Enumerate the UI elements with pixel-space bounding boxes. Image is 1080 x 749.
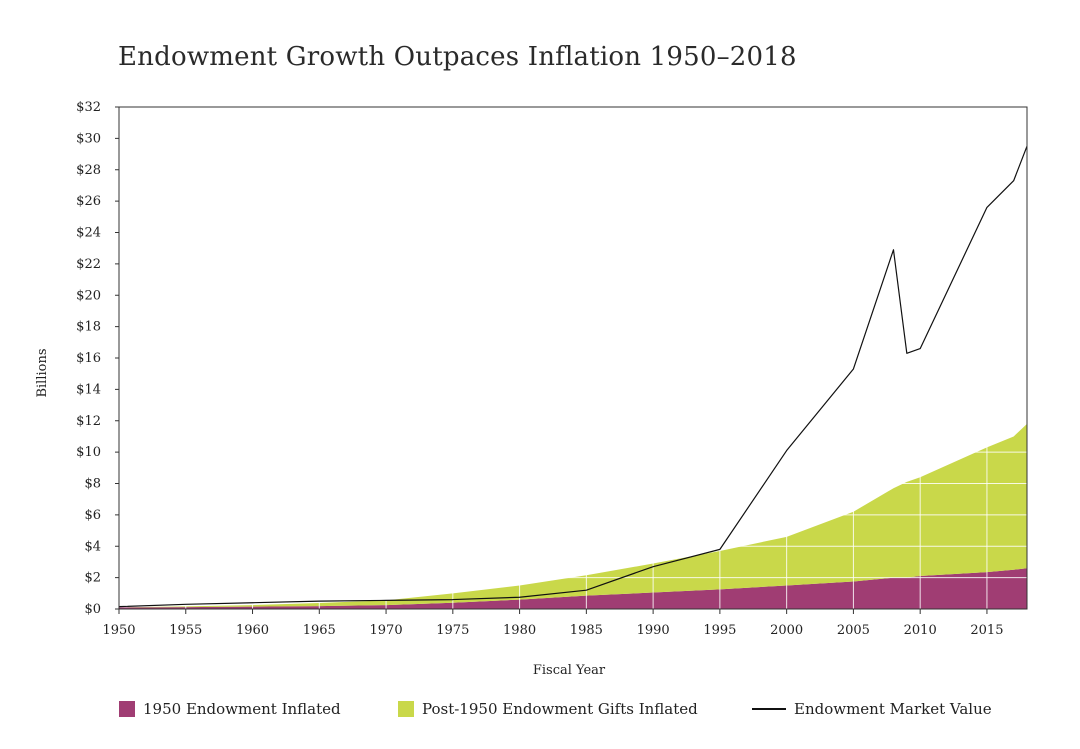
y-tick-label: $20 xyxy=(76,288,101,303)
x-tick-label: 1985 xyxy=(570,623,603,638)
grid xyxy=(119,106,1027,609)
x-tick-label: 1990 xyxy=(637,623,670,638)
x-tick-label: 1955 xyxy=(169,623,202,638)
y-tick-label: $22 xyxy=(76,257,101,272)
axes: $0 $2 $4 $6 $8 $10 $12 $14 $16 $18 $20 $22 $24 $26 $28… xyxy=(76,100,1028,638)
x-axis-label: Fiscal Year xyxy=(533,663,606,678)
legend-label: 1950 Endowment Inflated xyxy=(143,700,341,718)
x-tick-label: 1980 xyxy=(503,623,536,638)
y-tick-label: $6 xyxy=(84,508,101,523)
y-tick-label: $32 xyxy=(76,100,101,115)
legend-swatch-post-1950-gifts xyxy=(398,701,414,717)
area-series-1 xyxy=(119,423,1027,608)
y-tick-label: $16 xyxy=(76,351,101,366)
x-tick-label: 2015 xyxy=(970,623,1003,638)
y-tick-label: $0 xyxy=(84,602,101,617)
x-tick-label: 1960 xyxy=(236,623,269,638)
x-tick-label: 2005 xyxy=(837,623,870,638)
y-tick-label: $14 xyxy=(76,382,101,397)
y-tick-label: $10 xyxy=(76,445,101,460)
legend: 1950 Endowment Inflated Post-1950 Endowm… xyxy=(0,700,1080,724)
x-tick-label: 1950 xyxy=(102,623,135,638)
legend-label: Post-1950 Endowment Gifts Inflated xyxy=(422,700,698,718)
y-tick-label: $28 xyxy=(76,163,101,178)
y-tick-label: $8 xyxy=(84,477,101,492)
x-tick-label: 1965 xyxy=(303,623,336,638)
y-axis-label: Billions xyxy=(35,348,50,397)
legend-label: Endowment Market Value xyxy=(794,700,992,718)
legend-item-post-1950-gifts: Post-1950 Endowment Gifts Inflated xyxy=(398,700,698,718)
area-series-group xyxy=(119,423,1027,609)
line-series-market-value xyxy=(118,146,1028,608)
x-tick-label: 1995 xyxy=(703,623,736,638)
y-tick-label: $12 xyxy=(76,414,101,429)
y-tick-label: $4 xyxy=(84,539,101,554)
line-series-group xyxy=(118,146,1028,608)
legend-item-1950-endowment: 1950 Endowment Inflated xyxy=(119,700,341,718)
y-tick-label: $30 xyxy=(76,131,101,146)
y-tick-label: $18 xyxy=(76,320,101,335)
y-tick-label: $2 xyxy=(84,571,101,586)
legend-item-market-value: Endowment Market Value xyxy=(752,700,992,718)
x-tick-label: 1975 xyxy=(436,623,469,638)
y-tick-label: $26 xyxy=(76,194,101,209)
legend-swatch-market-value xyxy=(752,708,786,710)
x-tick-label: 2010 xyxy=(904,623,937,638)
y-tick-label: $24 xyxy=(76,226,101,241)
area-series-0 xyxy=(119,568,1027,609)
x-tick-label: 2000 xyxy=(770,623,803,638)
legend-swatch-1950-endowment xyxy=(119,701,135,717)
chart-title: Endowment Growth Outpaces Inflation 1950… xyxy=(118,42,797,72)
x-tick-label: 1970 xyxy=(370,623,403,638)
